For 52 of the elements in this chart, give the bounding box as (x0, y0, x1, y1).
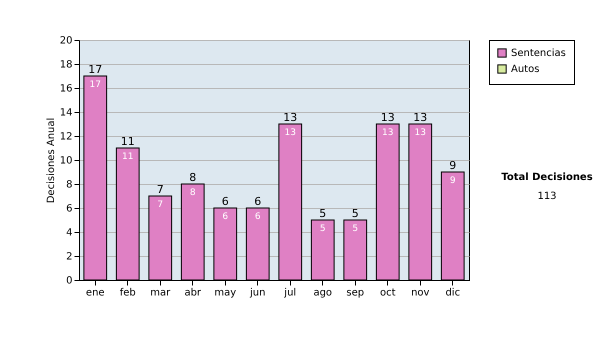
data-label: 13 (414, 128, 426, 138)
total-label: 9 (449, 159, 456, 172)
legend-label: Sentencias (511, 48, 566, 59)
data-label: 5 (352, 224, 358, 234)
total-label: 17 (88, 63, 102, 76)
y-tick-label: 0 (66, 276, 72, 286)
x-tick-label: sep (346, 288, 364, 298)
y-tick-label: 8 (66, 180, 72, 190)
text: 113 (536, 191, 558, 202)
x-tick-label: jul (283, 288, 296, 298)
total-label: 6 (222, 195, 229, 208)
y-tick-label: 12 (60, 132, 72, 142)
data-label: 6 (254, 212, 261, 222)
y-tick-label: 14 (60, 108, 72, 118)
y-tick-label: 4 (66, 228, 72, 238)
y-tick-label: 6 (66, 204, 72, 214)
y-axis-title: Decisiones Anual (46, 118, 57, 204)
x-tick-label: abr (184, 288, 202, 298)
total-label: 13 (283, 111, 298, 124)
y-tick-label: 10 (60, 156, 72, 166)
total-label: 11 (120, 135, 135, 148)
total-label: 13 (413, 111, 428, 124)
x-tick-label: ago (313, 288, 332, 298)
data-label: 7 (157, 200, 164, 210)
data-label: 6 (222, 212, 228, 222)
text: Total Decisiones (500, 172, 594, 183)
x-tick-label: nov (411, 288, 430, 298)
y-tick-label: 16 (60, 84, 72, 94)
data-label: 13 (382, 128, 394, 138)
x-tick-label: may (214, 288, 236, 298)
data-label: 5 (320, 224, 326, 234)
y-tick-label: 2 (66, 252, 72, 262)
x-tick-label: dic (445, 288, 460, 298)
x-tick-label: ene (86, 288, 105, 298)
data-label: 17 (90, 80, 101, 90)
x-tick-label: jun (249, 288, 266, 298)
y-tick-label: 18 (60, 60, 72, 70)
legend-label: Autos (511, 64, 540, 75)
data-label: 11 (122, 152, 134, 162)
x-tick-label: oct (380, 288, 396, 298)
data-label: 8 (190, 188, 196, 198)
y-tick-label: 20 (60, 36, 72, 46)
data-label: 9 (450, 176, 456, 186)
total-label: 5 (319, 207, 326, 220)
total-label: 6 (254, 195, 262, 208)
total-label: 7 (156, 183, 164, 196)
data-label: 13 (284, 128, 296, 138)
total-label: 5 (352, 207, 359, 220)
total-label: 13 (380, 111, 395, 124)
x-tick-label: mar (150, 288, 172, 298)
total-label: 8 (189, 171, 196, 184)
x-tick-label: feb (120, 288, 136, 298)
